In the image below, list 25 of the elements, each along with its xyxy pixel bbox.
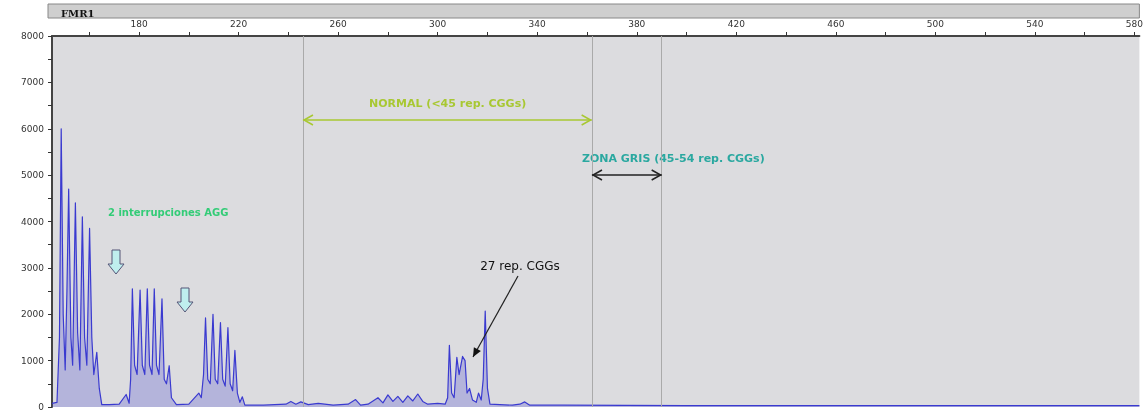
x-tick-label: 380 [628, 18, 646, 29]
x-tick-label: 460 [827, 18, 845, 29]
y-tick-label: 5000 [21, 170, 45, 181]
x-tick-label: 300 [429, 18, 447, 29]
x-tick-label: 540 [1026, 18, 1044, 29]
y-tick-label: 1000 [21, 355, 45, 366]
annotation: NORMAL (<45 rep. CGGs) [369, 97, 527, 110]
y-tick-label: 2000 [21, 309, 45, 320]
y-tick-label: 6000 [21, 123, 45, 134]
chart-title: FMR1 [61, 7, 95, 19]
x-tick-label: 580 [1125, 18, 1144, 29]
x-tick-label: 180 [130, 18, 148, 29]
y-tick-label: 8000 [21, 31, 45, 41]
annotation: ZONA GRIS (45-54 rep. CGGs) [581, 152, 765, 165]
y-tick-label: 0 [38, 402, 45, 412]
x-tick-label: 260 [329, 18, 348, 29]
x-tick-label: 420 [727, 18, 746, 29]
y-tick-label: 4000 [21, 216, 45, 227]
y-tick-label: 7000 [21, 77, 45, 88]
x-tick-label: 500 [926, 18, 945, 29]
x-tick-label: 340 [528, 18, 547, 29]
x-tick-label: 220 [230, 18, 248, 29]
y-tick-label: 3000 [21, 262, 45, 273]
annotation: 27 rep. CGGs [480, 259, 560, 273]
annotation: 2 interrupciones AGG [108, 206, 229, 218]
